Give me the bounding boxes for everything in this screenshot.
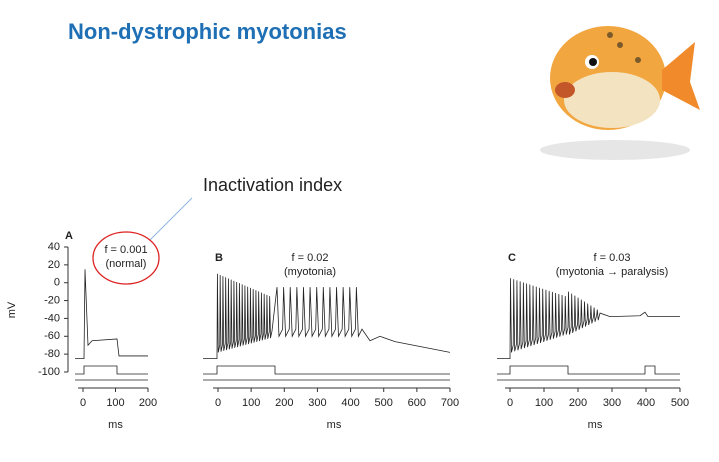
x-tick-label: 300 — [603, 397, 621, 409]
condition-note: (normal) — [106, 258, 147, 270]
x-tick-label: 200 — [139, 397, 157, 409]
annotation: Inactivation index — [203, 175, 342, 195]
x-tick-label: 600 — [408, 397, 426, 409]
x-tick-label: 100 — [242, 397, 260, 409]
condition-note: (myotonia → paralysis) — [556, 266, 668, 278]
x-tick-label: 400 — [341, 397, 359, 409]
condition-note: (myotonia) — [284, 266, 336, 278]
stimulus-trace — [75, 365, 148, 375]
x-tick-label: 500 — [671, 397, 689, 409]
x-tick-label: 0 — [80, 397, 86, 409]
panel-label: A — [65, 230, 73, 242]
stimulus-trace — [497, 365, 680, 375]
y-tick-label: 0 — [54, 277, 60, 289]
x-tick-label: 700 — [441, 397, 459, 409]
x-tick-label: 200 — [275, 397, 293, 409]
y-axis-label: mV — [6, 301, 18, 318]
highlight-circle — [92, 231, 160, 285]
x-tick-label: 100 — [535, 397, 553, 409]
x-tick-label: 0 — [215, 397, 221, 409]
x-tick-label: 0 — [507, 397, 513, 409]
inactivation-index: f = 0.001 — [104, 244, 147, 256]
panel-label: B — [215, 252, 223, 264]
voltage-trace — [203, 273, 451, 360]
voltage-trace — [75, 269, 148, 360]
x-axis-label: ms — [327, 419, 342, 431]
y-tick-label: -40 — [44, 312, 60, 324]
inactivation-index: f = 0.02 — [291, 252, 328, 264]
y-tick-label: 40 — [48, 241, 60, 253]
y-tick-label: -60 — [44, 330, 60, 342]
x-tick-label: 500 — [375, 397, 393, 409]
x-axis-label: ms — [108, 419, 123, 431]
pufferfish — [540, 26, 700, 160]
y-tick-label: 20 — [48, 259, 60, 271]
inactivation-index: f = 0.03 — [593, 252, 630, 264]
x-tick-label: 400 — [637, 397, 655, 409]
y-tick-label: -100 — [38, 366, 60, 378]
x-tick-label: 200 — [569, 397, 587, 409]
slide-title: Non-dystrophic myotonias — [68, 19, 347, 44]
x-axis-label: ms — [588, 419, 603, 431]
voltage-trace — [497, 278, 680, 360]
annotation-pointer — [149, 197, 193, 241]
y-tick-label: -80 — [44, 348, 60, 360]
x-tick-label: 100 — [106, 397, 124, 409]
panel-label: C — [508, 252, 516, 264]
stimulus-trace — [203, 365, 450, 375]
x-tick-label: 300 — [308, 397, 326, 409]
y-tick-label: -20 — [44, 294, 60, 306]
